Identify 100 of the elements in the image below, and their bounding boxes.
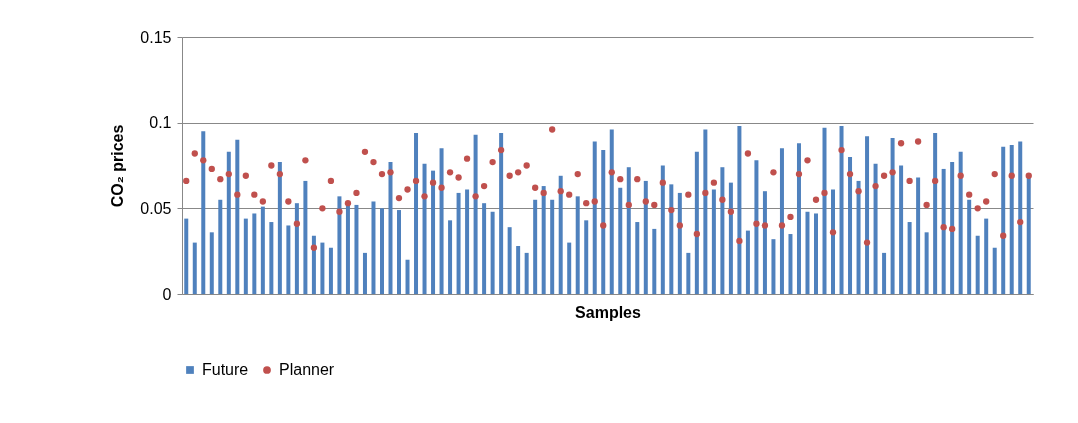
bar [814,213,818,294]
bar [652,228,657,294]
bar [720,167,725,294]
bar [771,239,776,294]
bar [924,232,929,294]
bar [703,129,708,294]
bar [277,162,282,294]
bar [465,189,470,294]
bar [439,148,444,294]
bar [499,132,504,294]
bar [694,151,699,294]
bar [941,168,946,294]
bar [354,204,359,294]
bar [550,199,555,294]
bar [754,160,759,294]
bar [303,180,308,294]
bar [677,192,682,294]
bar [337,196,342,294]
bar [362,252,367,294]
bar [252,213,257,294]
bar [286,225,291,294]
bar [516,246,521,294]
bar [269,222,274,294]
bar [907,222,912,294]
bar [507,227,512,294]
bar [950,162,955,294]
bar [473,134,478,294]
bar [482,203,487,294]
bar [575,196,580,294]
bar [669,184,674,294]
bar [397,210,402,294]
bar [916,177,921,294]
bar [379,208,384,294]
bar [541,186,546,294]
bar [831,189,836,294]
bar [984,218,989,294]
bar [422,163,427,294]
bar [848,156,853,294]
bar [235,139,240,294]
bar [899,165,904,294]
bar [822,127,827,294]
bar [558,175,563,294]
bar [567,242,572,294]
bar [686,252,691,294]
bar [762,191,767,294]
bar [882,252,887,294]
bar [626,167,631,294]
legend-label: Future [202,361,249,378]
bar [779,148,784,294]
bar [294,203,299,294]
bar [320,242,325,294]
bar [490,211,495,294]
legend-label: Planner [279,361,335,378]
bar [737,126,742,294]
bar [643,180,648,294]
bar [601,150,606,294]
bar [243,218,248,294]
bar [431,170,436,294]
bar [728,182,733,294]
y-tick-label: 0.15 [140,28,172,46]
bar [448,220,453,294]
bar [873,163,878,294]
bar [405,259,410,294]
y-tick-label: 0 [162,285,172,303]
bar [226,151,231,294]
bar [745,230,750,294]
bar [456,192,461,294]
bar [890,138,895,294]
bar [788,234,793,294]
bar [796,143,801,294]
y-tick-label: 0.1 [149,114,172,132]
bar [635,222,640,294]
bar [533,199,538,294]
bar [618,187,623,294]
y-axis-title: CO₂ prices [109,124,127,208]
bar [414,132,419,294]
bar [209,232,214,294]
bar [711,189,716,294]
bar [388,162,393,294]
x-axis-title: Samples [575,303,642,321]
bar [865,136,870,294]
bar [1001,146,1006,294]
bar [328,247,333,294]
bar [184,218,189,294]
bar [524,252,529,294]
bar [1018,141,1023,294]
bar [1009,144,1014,294]
y-tick-label: 0.05 [140,199,172,217]
bar [584,220,589,294]
bar [371,201,376,294]
bar [192,242,197,294]
bar [958,151,963,294]
bar [660,165,665,294]
bar [218,199,223,294]
bar [975,235,980,294]
bar [592,141,597,294]
bar [805,211,810,294]
bar [201,131,206,294]
bar [992,247,997,294]
bar [839,126,844,294]
